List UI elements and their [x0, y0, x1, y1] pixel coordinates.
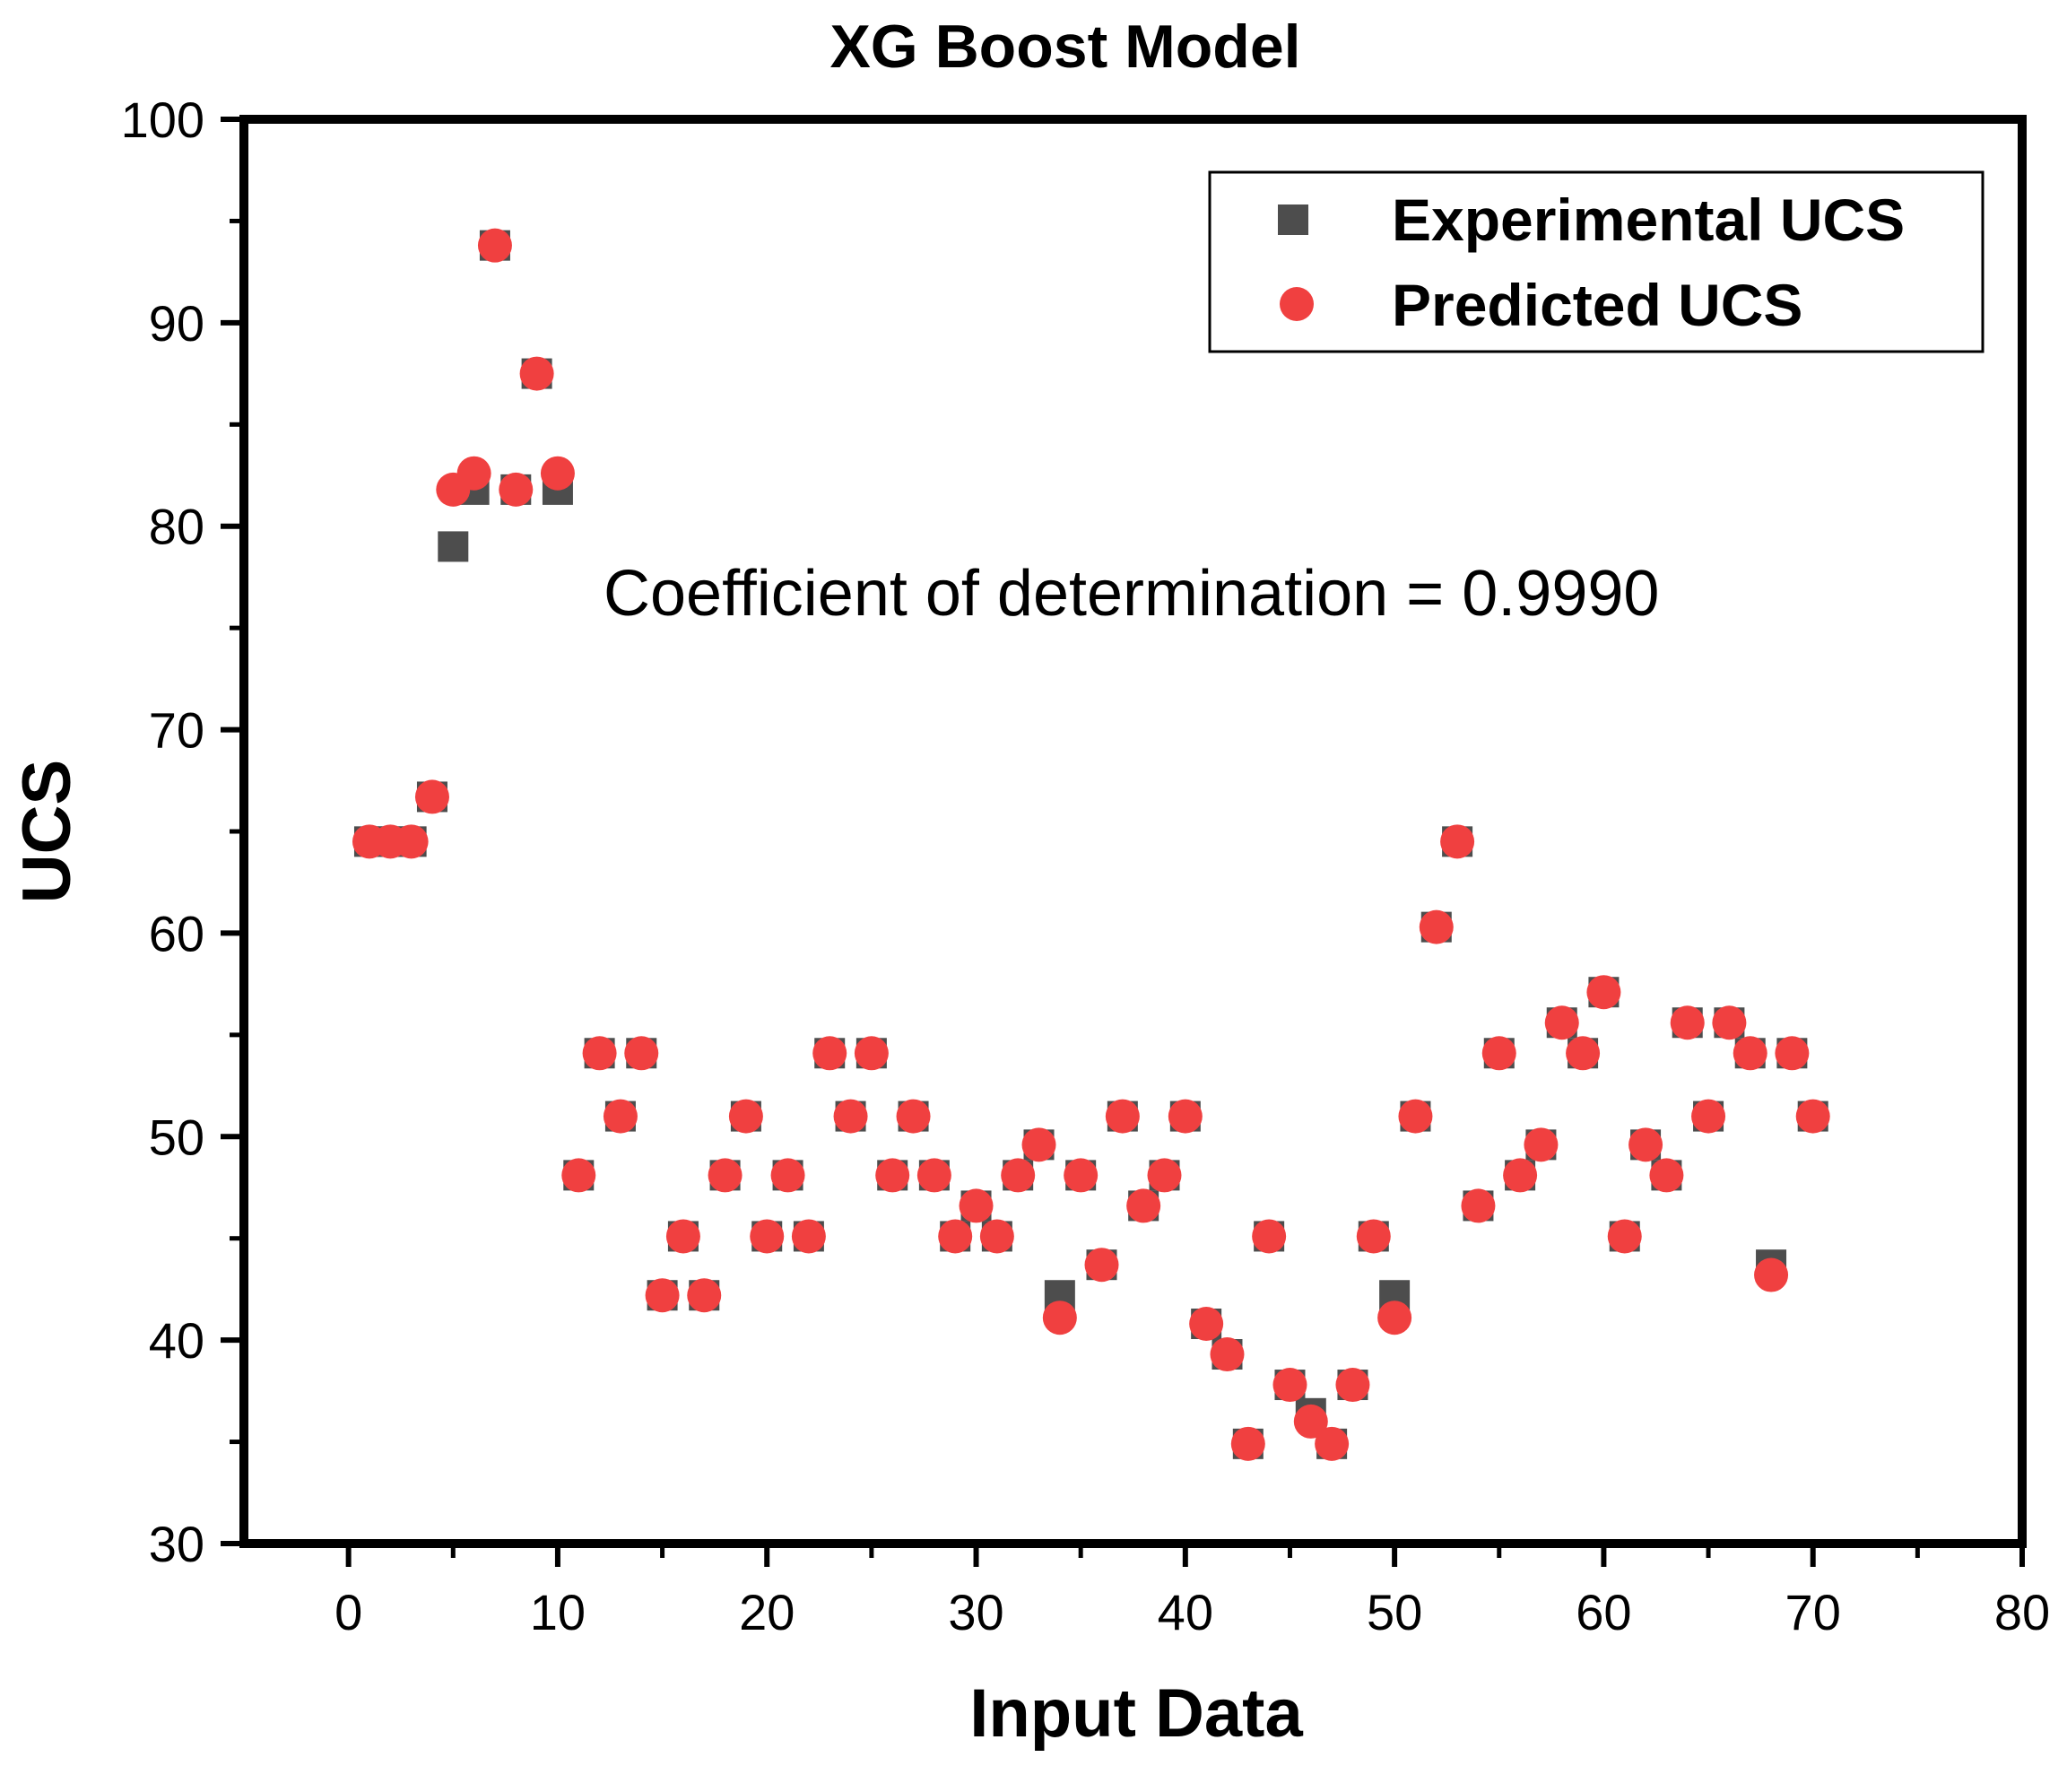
predicted-point: [1733, 1036, 1767, 1071]
predicted-point: [1566, 1036, 1601, 1071]
x-tick-label: 0: [334, 1584, 362, 1640]
y-axis-label: UCS: [9, 760, 85, 903]
predicted-point: [896, 1099, 931, 1134]
predicted-point: [1147, 1158, 1182, 1193]
predicted-point: [1230, 1426, 1265, 1461]
predicted-point: [1252, 1219, 1287, 1254]
predicted-point: [1461, 1188, 1496, 1223]
predicted-point: [1335, 1368, 1370, 1403]
y-tick-label: 50: [149, 1109, 204, 1165]
predicted-point: [645, 1278, 680, 1313]
predicted-point: [770, 1158, 805, 1193]
x-tick-label: 60: [1576, 1584, 1631, 1640]
predicted-point: [1189, 1306, 1224, 1341]
x-axis-label: Input Data: [969, 1675, 1303, 1752]
predicted-point: [540, 456, 575, 491]
predicted-point: [603, 1099, 638, 1134]
predicted-point: [1126, 1188, 1161, 1223]
plot-frame: [239, 115, 2027, 1548]
predicted-point: [1315, 1426, 1350, 1461]
chart-title: XG Boost Model: [829, 13, 1300, 81]
predicted-point: [456, 456, 491, 491]
predicted-point: [1628, 1127, 1663, 1162]
predicted-point: [1524, 1127, 1559, 1162]
predicted-point: [1670, 1005, 1705, 1040]
predicted-point: [1377, 1301, 1412, 1335]
predicted-point: [854, 1036, 889, 1071]
predicted-point: [1544, 1005, 1579, 1040]
predicted-point: [979, 1219, 1014, 1254]
predicted-point: [1691, 1099, 1726, 1134]
experimental-point: [438, 531, 469, 562]
predicted-point: [394, 824, 429, 859]
legend-label-predicted: Predicted UCS: [1392, 272, 1802, 338]
legend-marker-predicted: [1280, 287, 1314, 321]
r-squared-annotation: Coefficient of determination = 0.9990: [604, 558, 1659, 630]
predicted-point: [833, 1099, 868, 1134]
predicted-point: [916, 1158, 951, 1193]
predicted-point: [1293, 1404, 1328, 1439]
x-tick-label: 10: [530, 1584, 586, 1640]
predicted-point: [1210, 1337, 1245, 1372]
predicted-point: [959, 1188, 994, 1223]
predicted-point: [1084, 1248, 1119, 1283]
predicted-point: [687, 1278, 722, 1313]
legend-marker-experimental: [1278, 204, 1308, 235]
predicted-point: [1481, 1036, 1516, 1071]
y-tick-label: 70: [149, 702, 204, 759]
predicted-point: [750, 1219, 785, 1254]
predicted-point: [1064, 1158, 1099, 1193]
predicted-point: [477, 228, 512, 263]
predicted-point: [561, 1158, 596, 1193]
x-tick-label: 20: [739, 1584, 795, 1640]
predicted-point: [812, 1036, 847, 1071]
x-axis-ticks: 0 10 20 30 40 50 60 70 80: [334, 1544, 2050, 1640]
predicted-point: [1754, 1257, 1789, 1292]
predicted-point: [1021, 1127, 1056, 1162]
predicted-point: [624, 1036, 659, 1071]
x-tick-label: 70: [1785, 1584, 1841, 1640]
predicted-point: [1795, 1099, 1830, 1134]
x-tick-label: 30: [948, 1584, 1003, 1640]
y-tick-label: 40: [149, 1312, 204, 1369]
predicted-point: [1042, 1301, 1077, 1335]
predicted-point: [414, 779, 449, 814]
predicted-point: [1649, 1158, 1684, 1193]
predicted-series: [352, 228, 1830, 1461]
predicted-point: [1712, 1005, 1747, 1040]
predicted-point: [1607, 1219, 1642, 1254]
predicted-point: [1775, 1036, 1810, 1071]
y-tick-label: 60: [149, 905, 204, 961]
predicted-point: [665, 1219, 700, 1254]
predicted-point: [1356, 1219, 1391, 1254]
y-tick-label: 90: [149, 295, 204, 352]
legend-box: [1208, 170, 1984, 353]
predicted-point: [1001, 1158, 1036, 1193]
predicted-point: [791, 1219, 826, 1254]
predicted-point: [1168, 1099, 1203, 1134]
predicted-point: [1586, 975, 1621, 1010]
predicted-point: [582, 1036, 617, 1071]
predicted-point: [938, 1219, 973, 1254]
y-tick-label: 80: [149, 499, 204, 555]
y-tick-label: 100: [121, 91, 204, 148]
x-tick-label: 40: [1158, 1584, 1213, 1640]
predicted-point: [499, 472, 534, 507]
x-tick-label: 50: [1367, 1584, 1422, 1640]
predicted-point: [1440, 824, 1475, 859]
predicted-point: [1419, 909, 1454, 944]
predicted-point: [519, 356, 554, 391]
predicted-point: [1272, 1368, 1307, 1403]
predicted-point: [1503, 1158, 1538, 1193]
predicted-point: [708, 1158, 743, 1193]
y-tick-label: 30: [149, 1516, 204, 1572]
legend-label-experimental: Experimental UCS: [1392, 187, 1905, 253]
predicted-point: [875, 1158, 910, 1193]
predicted-point: [1398, 1099, 1433, 1134]
legend: Experimental UCS Predicted UCS: [1208, 170, 1984, 353]
predicted-point: [1105, 1099, 1140, 1134]
predicted-point: [728, 1099, 763, 1134]
x-tick-label: 80: [1994, 1584, 2050, 1640]
